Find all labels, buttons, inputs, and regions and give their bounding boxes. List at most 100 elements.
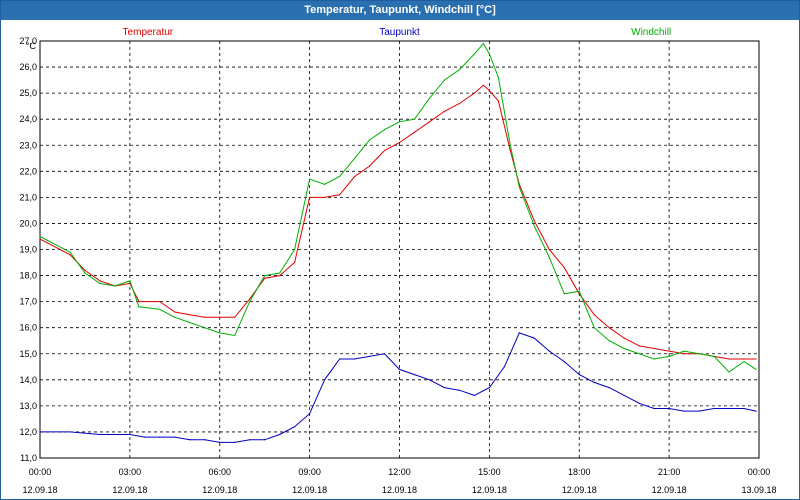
- data-point-temperatur: [548, 248, 550, 251]
- x-tick-time: 21:00: [658, 467, 681, 477]
- data-point-temperatur: [509, 149, 511, 152]
- data-point-temperatur: [653, 347, 655, 350]
- data-point-windchill: [533, 225, 535, 227]
- data-point-windchill: [458, 69, 461, 71]
- data-point-windchill: [518, 186, 520, 188]
- data-point-taupunkt: [204, 439, 206, 441]
- y-tick-label: 20,0: [19, 218, 37, 228]
- data-point-taupunkt: [353, 358, 356, 360]
- x-tick-date: 12.09.18: [112, 485, 147, 495]
- data-point-taupunkt: [219, 441, 221, 443]
- data-point-temperatur: [353, 175, 356, 178]
- data-point-taupunkt: [503, 366, 505, 368]
- data-point-taupunkt: [398, 368, 401, 370]
- data-point-temperatur: [219, 316, 221, 318]
- data-point-windchill: [204, 327, 206, 329]
- data-point-windchill: [398, 121, 401, 123]
- data-point-windchill: [578, 290, 580, 292]
- data-point-temperatur: [204, 316, 206, 318]
- data-point-taupunkt: [518, 332, 520, 334]
- x-tick-time: 09:00: [298, 467, 321, 477]
- data-point-windchill: [234, 334, 236, 337]
- series-line-windchill: [39, 42, 757, 373]
- data-point-taupunkt: [39, 431, 41, 433]
- data-point-taupunkt: [713, 407, 715, 410]
- y-tick-label: 26,0: [19, 62, 37, 72]
- data-point-temperatur: [578, 293, 580, 295]
- data-point-temperatur: [174, 311, 176, 313]
- data-point-temperatur: [383, 149, 386, 152]
- y-tick-label: 17,0: [19, 297, 37, 307]
- data-point-windchill: [114, 285, 116, 287]
- y-tick-label: 22,0: [19, 166, 37, 176]
- legend-item-windchill: Windchill: [631, 27, 671, 38]
- data-point-temperatur: [668, 350, 670, 352]
- data-point-taupunkt: [174, 436, 176, 438]
- data-point-windchill: [488, 53, 490, 55]
- data-point-taupunkt: [728, 407, 730, 410]
- data-point-taupunkt: [428, 379, 431, 381]
- data-point-windchill: [84, 272, 86, 274]
- data-point-temperatur: [69, 254, 71, 256]
- data-point-temperatur: [39, 238, 41, 240]
- y-tick-label: 27,0: [19, 36, 37, 46]
- data-point-windchill: [473, 53, 475, 55]
- data-point-windchill: [548, 256, 550, 258]
- data-point-taupunkt: [548, 350, 550, 352]
- data-point-temperatur: [324, 196, 326, 198]
- data-point-taupunkt: [743, 407, 745, 410]
- data-point-temperatur: [234, 316, 236, 318]
- data-point-windchill: [129, 280, 131, 282]
- data-point-windchill: [138, 306, 140, 308]
- data-point-temperatur: [683, 353, 685, 355]
- data-point-windchill: [309, 178, 311, 180]
- data-point-temperatur: [458, 102, 461, 105]
- data-point-taupunkt: [69, 431, 71, 433]
- data-point-windchill: [608, 340, 610, 342]
- data-point-temperatur: [482, 84, 484, 86]
- data-point-windchill: [743, 360, 745, 363]
- data-point-windchill: [279, 272, 281, 274]
- data-point-taupunkt: [383, 353, 386, 355]
- x-tick-date: 12.09.18: [22, 485, 57, 495]
- data-point-taupunkt: [443, 387, 446, 389]
- line-chart: 11,0 12,0 13,0 14,0 15,0 16,0 17,0 18,0 19,0 20,0…: [19, 27, 776, 495]
- data-point-windchill: [99, 282, 101, 284]
- data-point-temperatur: [638, 345, 640, 347]
- data-point-temperatur: [428, 121, 431, 123]
- data-point-temperatur: [623, 337, 625, 339]
- x-tick-time: 18:00: [568, 467, 591, 477]
- data-point-windchill: [755, 368, 757, 370]
- y-tick-label: 12,0: [19, 427, 37, 437]
- data-point-temperatur: [563, 267, 565, 269]
- data-point-windchill: [509, 144, 511, 146]
- data-point-windchill: [249, 301, 251, 303]
- data-point-temperatur: [728, 358, 730, 360]
- data-point-taupunkt: [488, 387, 490, 389]
- y-tick-label: 16,0: [19, 323, 37, 333]
- data-point-temperatur: [99, 280, 101, 282]
- data-point-taupunkt: [593, 381, 595, 384]
- y-tick-label: 11,0: [20, 453, 37, 463]
- y-tick-label: 14,0: [19, 375, 37, 385]
- data-point-windchill: [159, 308, 161, 311]
- data-point-taupunkt: [279, 433, 281, 436]
- x-tick-date: 12.09.18: [382, 485, 417, 495]
- data-point-windchill: [353, 157, 356, 159]
- data-point-temperatur: [608, 327, 610, 329]
- x-tick-date: 12.09.18: [652, 485, 687, 495]
- y-tick-label: 25,0: [19, 88, 37, 98]
- data-point-windchill: [174, 316, 176, 318]
- y-tick-label: 19,0: [19, 245, 37, 255]
- data-point-temperatur: [755, 358, 757, 360]
- data-point-temperatur: [398, 142, 401, 144]
- data-point-windchill: [264, 274, 266, 277]
- x-tick-date: 12.09.18: [202, 485, 237, 495]
- data-point-taupunkt: [324, 379, 326, 381]
- data-point-taupunkt: [458, 389, 461, 391]
- data-point-windchill: [368, 139, 371, 141]
- x-tick-date: 13.09.18: [741, 485, 776, 495]
- data-point-temperatur: [413, 131, 416, 133]
- series-line-taupunkt: [40, 332, 757, 443]
- data-point-windchill: [653, 358, 655, 360]
